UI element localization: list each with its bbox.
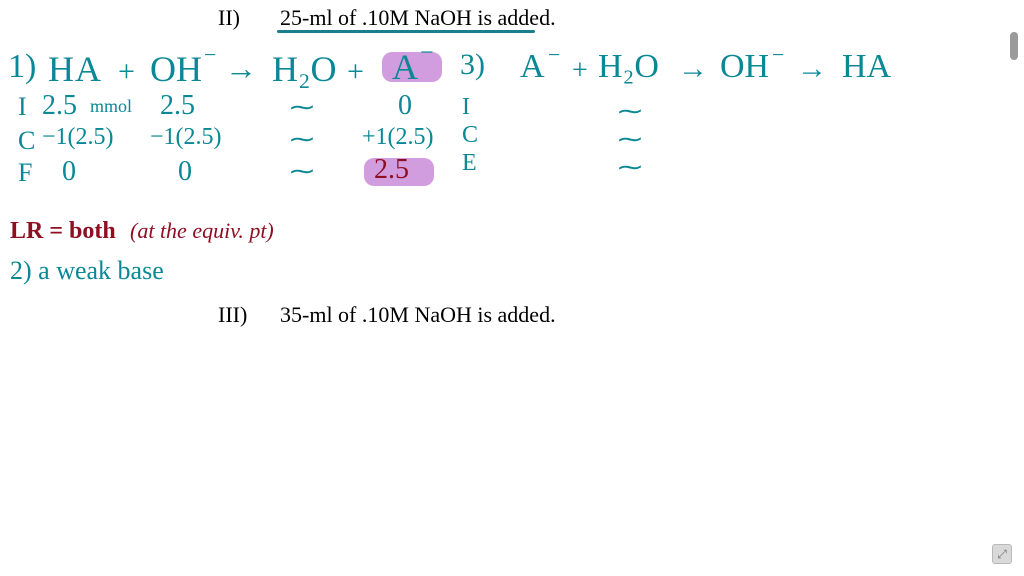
lr-paren: (at the equiv. pt) xyxy=(130,218,274,244)
eq3-HA: HA xyxy=(842,48,891,86)
rowI-A: 0 xyxy=(398,90,412,122)
scroll-indicator xyxy=(1010,32,1018,60)
rowI-label: I xyxy=(18,92,27,122)
eq3-OH-sup: − xyxy=(772,42,784,68)
rowC-OH: −1(2.5) xyxy=(150,124,222,151)
rowI-H2O-dash: ⁓ xyxy=(290,96,314,120)
eq1-plus2: + xyxy=(347,55,364,89)
label-III: III) xyxy=(218,302,247,328)
underline-II xyxy=(277,30,535,33)
eq3-plus: + xyxy=(572,55,588,87)
text-II: 25-ml of .10M NaOH is added. xyxy=(280,5,556,31)
rowI-HA: 2.5 xyxy=(42,90,77,122)
rowI-OH: 2.5 xyxy=(160,90,195,122)
rowC-HA: −1(2.5) xyxy=(42,124,114,151)
ice-I: I xyxy=(462,94,470,121)
step2-weak-base: 2) a weak base xyxy=(10,256,164,286)
eq3-H2O: H₂O xyxy=(598,48,659,86)
ice-dash-3: ⁓ xyxy=(618,156,642,180)
eq1-number: 1) xyxy=(8,48,36,86)
rowC-label: C xyxy=(18,126,35,156)
rowF-A: 2.5 xyxy=(374,154,409,186)
eq3-OH: OH xyxy=(720,48,769,86)
text-III-real: 35-ml of .10M NaOH is added. xyxy=(280,302,556,328)
eq1-H2O: H₂O xyxy=(272,48,337,90)
eq3-arrow2: → xyxy=(797,52,827,86)
rowC-H2O-dash: ⁓ xyxy=(290,128,314,152)
rowI-unit: mmol xyxy=(90,96,132,117)
label-II: II) xyxy=(218,5,240,31)
eq1-OH-sup: − xyxy=(204,42,216,68)
eq1-arrow: → xyxy=(225,50,257,87)
eq3-A: A xyxy=(520,48,545,86)
eq3-A-sup: − xyxy=(548,42,560,68)
eq1-OH: OH xyxy=(150,48,202,90)
rowF-HA: 0 xyxy=(62,156,76,188)
ice-E: E xyxy=(462,150,477,177)
rowF-label: F xyxy=(18,158,32,188)
eq1-plus1: + xyxy=(118,55,135,89)
eq1-A-sup: − xyxy=(420,40,434,67)
eq1-A: A xyxy=(392,46,418,88)
eq3-number: 3) xyxy=(460,48,485,82)
rowC-A: +1(2.5) xyxy=(362,124,434,151)
ice-dash-1: ⁓ xyxy=(618,100,642,124)
whiteboard-canvas: { "typed": { "line_II_label": "II)", "li… xyxy=(0,0,1024,576)
eq1-HA: HA xyxy=(48,48,102,90)
eq3-arrow1: → xyxy=(678,52,708,86)
lr-both: LR = both xyxy=(10,218,116,245)
rowF-OH: 0 xyxy=(178,156,192,188)
rowF-H2O-dash: ⁓ xyxy=(290,160,314,184)
ice-dash-2: ⁓ xyxy=(618,128,642,152)
ice-C: C xyxy=(462,122,478,149)
expand-icon[interactable]: ⤢ xyxy=(992,544,1012,564)
